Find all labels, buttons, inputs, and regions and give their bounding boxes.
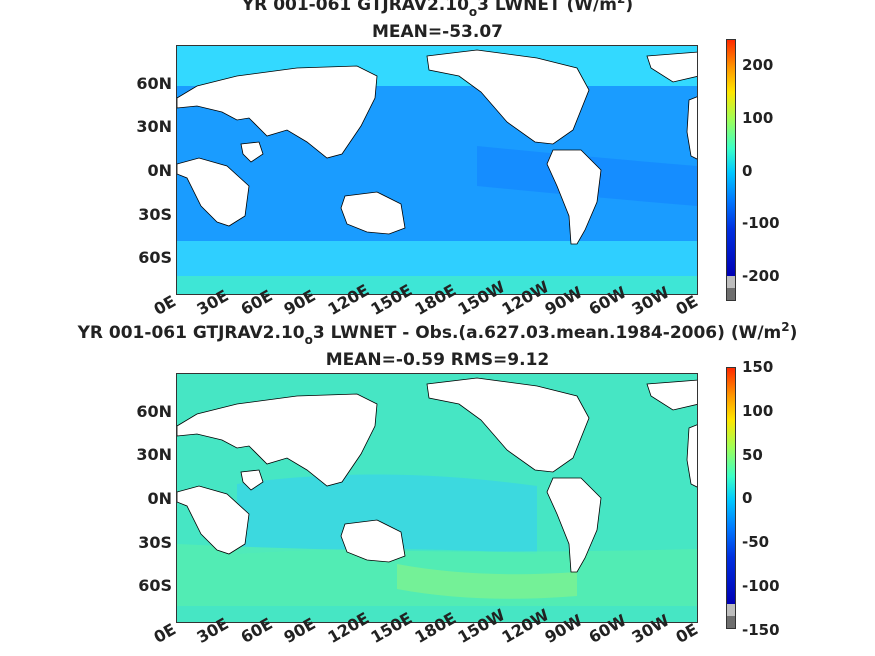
p1-cbar-tick: 0	[742, 162, 753, 180]
p1-lat-30n: 30N	[136, 117, 172, 136]
p1-cbar-tick: -200	[742, 267, 780, 285]
panel1-map	[176, 45, 698, 295]
p2-cbar-tick: -100	[742, 577, 780, 595]
p2-cbar-tick: -50	[742, 533, 770, 551]
panel1-title: YR 001-061 GTJRAV2.10o3 LWNET (W/m2)	[241, 0, 634, 19]
panel2-colorbar	[726, 367, 736, 629]
panel2-map	[176, 373, 698, 623]
p1-lat-30s: 30S	[138, 205, 172, 224]
p2-lat-30n: 30N	[136, 445, 172, 464]
p1-lon-label: 0E	[672, 291, 702, 319]
p2-lat-0n: 0N	[147, 489, 172, 508]
p2-cbar-tick: -150	[742, 621, 780, 639]
panel1-colorbar	[726, 39, 736, 301]
panel1-map-svg	[177, 46, 697, 294]
p2-lon-label: 0E	[672, 619, 702, 647]
p2-cbar-tick: 150	[742, 358, 774, 376]
panel2-stat: MEAN=-0.59 RMS=9.12	[325, 350, 550, 370]
p2-cbar-tick: 50	[742, 446, 763, 464]
p2-lat-30s: 30S	[138, 533, 172, 552]
p2-lon-label: 0E	[150, 619, 180, 647]
p2-cbar-tick: 100	[742, 402, 774, 420]
p2-lat-60s: 60S	[138, 576, 172, 595]
p2-lat-60n: 60N	[136, 402, 172, 421]
panel2-map-svg	[177, 374, 697, 622]
p1-lat-0n: 0N	[147, 161, 172, 180]
p1-lon-label: 0E	[150, 291, 180, 319]
p1-cbar-tick: 200	[742, 56, 774, 74]
p1-lat-60n: 60N	[136, 74, 172, 93]
panel1-stat: MEAN=-53.07	[372, 22, 503, 42]
p1-cbar-tick: 100	[742, 109, 774, 127]
p1-lat-60s: 60S	[138, 248, 172, 267]
p1-cbar-tick: -100	[742, 214, 780, 232]
p2-cbar-tick: 0	[742, 489, 753, 507]
panel2-title: YR 001-061 GTJRAV2.10o3 LWNET - Obs.(a.6…	[77, 320, 798, 347]
